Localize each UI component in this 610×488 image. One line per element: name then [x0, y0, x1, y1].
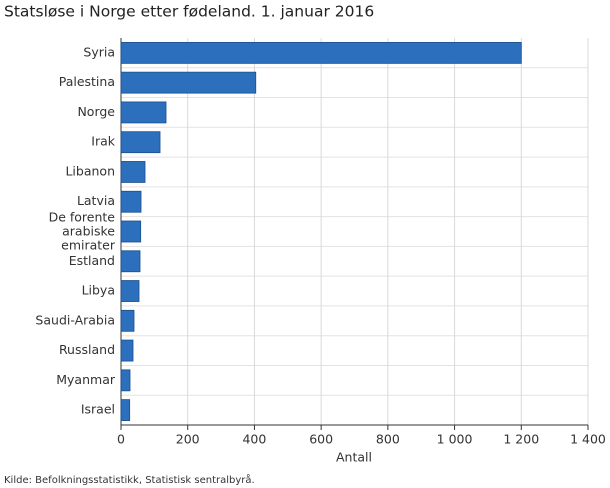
- x-tick-label: 1 400: [570, 432, 606, 447]
- source: Kilde: Befolkningsstatistikk, Statistisk…: [4, 473, 255, 486]
- y-tick-label: Palestina: [59, 74, 115, 89]
- y-tick-label: Irak: [91, 134, 115, 149]
- y-tick-label: Russland: [59, 342, 115, 357]
- bar: [120, 131, 161, 154]
- x-tick-label: 1 000: [437, 432, 473, 447]
- bar: [120, 71, 257, 94]
- x-tick-label: 800: [376, 432, 400, 447]
- bar: [120, 41, 522, 64]
- y-tick-label: Myanmar: [56, 372, 116, 387]
- x-tick-label: 600: [309, 432, 333, 447]
- y-tick-label: Libya: [82, 283, 115, 298]
- bar: [120, 190, 142, 213]
- y-tick-label: Estland: [69, 253, 115, 268]
- y-tick-label: Libanon: [65, 163, 115, 178]
- bar: [120, 399, 131, 422]
- y-tick-label: Israel: [81, 402, 115, 417]
- bar: [120, 220, 142, 243]
- bar: [120, 101, 167, 124]
- x-tick-label: 200: [176, 432, 200, 447]
- bar: [120, 161, 146, 183]
- x-tick-label: 0: [117, 432, 125, 447]
- bar: [120, 309, 135, 332]
- bar: [120, 250, 141, 273]
- chart-title: Statsløse i Norge etter fødeland. 1. jan…: [4, 3, 374, 21]
- y-tick-label: Syria: [83, 44, 115, 59]
- bar: [120, 369, 131, 392]
- x-tick-label: 1 200: [503, 432, 539, 447]
- y-tick-label: Saudi-Arabia: [35, 312, 115, 327]
- bar: [120, 339, 134, 362]
- y-tick-label: Latvia: [77, 193, 115, 208]
- bar: [120, 280, 140, 302]
- y-tick-label: Norge: [77, 104, 115, 119]
- x-tick-label: 400: [242, 432, 266, 447]
- y-tick-label: De forente arabiske emirater: [49, 209, 116, 252]
- x-axis-label: Antall: [336, 450, 372, 465]
